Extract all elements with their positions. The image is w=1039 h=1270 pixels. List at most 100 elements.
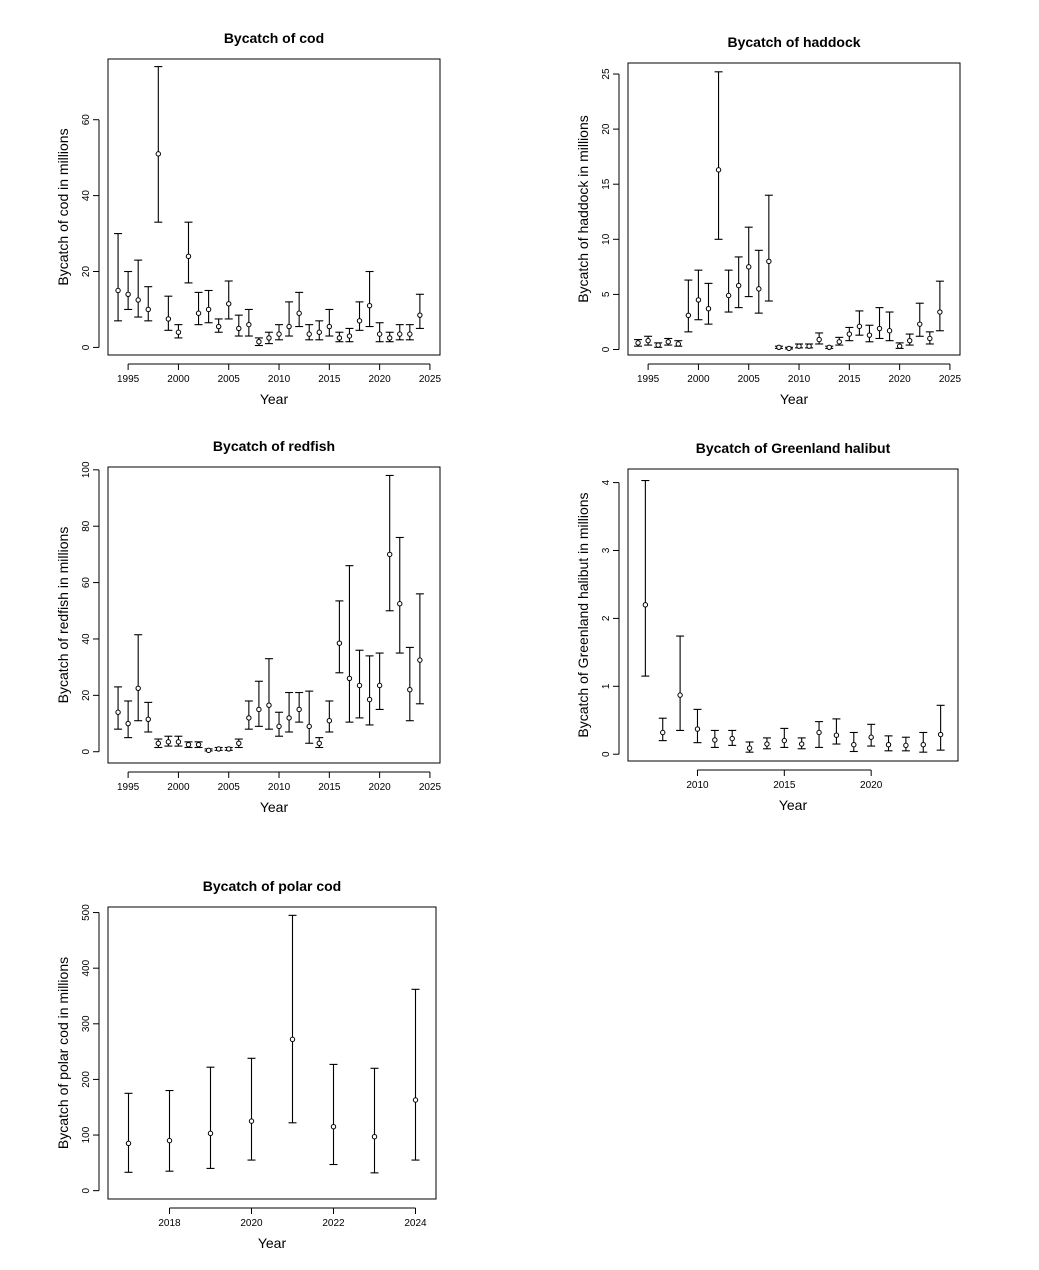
data-point bbox=[330, 1123, 337, 1130]
data-point bbox=[665, 339, 671, 345]
chart-title: Bycatch of polar cod bbox=[203, 878, 341, 894]
data-point bbox=[876, 325, 883, 332]
data-point bbox=[256, 339, 262, 345]
x-tick-label: 2010 bbox=[268, 374, 291, 385]
data-point bbox=[937, 309, 943, 315]
data-point bbox=[296, 706, 302, 713]
data-point bbox=[195, 741, 202, 748]
y-tick-label: 20 bbox=[81, 266, 92, 278]
data-point bbox=[856, 323, 863, 330]
plot-frame bbox=[627, 62, 961, 356]
data-point bbox=[376, 682, 383, 689]
x-axis-label: Year bbox=[780, 391, 809, 407]
data-point bbox=[226, 301, 232, 307]
data-point bbox=[776, 344, 782, 350]
x-tick-label: 2000 bbox=[167, 374, 190, 385]
x-tick-label: 2025 bbox=[939, 374, 962, 385]
y-tick-label: 0 bbox=[601, 751, 612, 757]
data-point bbox=[386, 551, 393, 558]
data-point bbox=[937, 731, 944, 738]
data-point bbox=[135, 685, 141, 691]
data-point bbox=[868, 734, 874, 740]
data-point bbox=[796, 343, 802, 349]
x-tick-label: 2022 bbox=[322, 1218, 345, 1229]
data-point bbox=[326, 718, 333, 724]
y-axis-label: Bycatch of cod in millions bbox=[55, 128, 71, 285]
chart-title: Bycatch of cod bbox=[224, 30, 324, 46]
data-point bbox=[155, 740, 162, 746]
y-tick-label: 5 bbox=[601, 291, 612, 297]
plot-frame bbox=[107, 906, 437, 1200]
data-point bbox=[816, 336, 822, 343]
y-tick-label: 20 bbox=[81, 689, 92, 701]
data-point bbox=[635, 340, 641, 346]
y-tick-label: 40 bbox=[81, 190, 92, 202]
data-point bbox=[756, 286, 762, 292]
x-tick-label: 2015 bbox=[773, 780, 796, 791]
y-axis-label: Bycatch of redfish in millions bbox=[55, 527, 71, 704]
x-tick-label: 2025 bbox=[419, 374, 442, 385]
y-tick-label: 200 bbox=[81, 1071, 92, 1088]
data-point bbox=[397, 331, 403, 337]
data-point bbox=[826, 344, 832, 350]
data-point bbox=[660, 729, 666, 736]
data-point bbox=[326, 323, 333, 330]
x-tick-label: 2015 bbox=[318, 782, 341, 793]
x-tick-label: 1995 bbox=[117, 782, 140, 793]
plot-frame bbox=[627, 468, 959, 762]
panel-polar-cod: Bycatch of polar cod 2018 2020 2022 2024 Year… bbox=[55, 878, 437, 1251]
x-tick-label: 2020 bbox=[369, 782, 392, 793]
data-point bbox=[276, 723, 282, 730]
x-tick-label: 1995 bbox=[637, 374, 660, 385]
data-point bbox=[166, 1137, 173, 1144]
data-point bbox=[125, 1140, 132, 1147]
data-point bbox=[766, 258, 772, 265]
y-tick-label: 15 bbox=[601, 178, 612, 190]
y-tick-label: 60 bbox=[81, 577, 92, 589]
data-point bbox=[712, 737, 718, 743]
data-point bbox=[655, 342, 661, 348]
data-point bbox=[906, 337, 913, 344]
data-point bbox=[806, 343, 812, 349]
y-tick-label: 0 bbox=[81, 749, 92, 755]
data-point bbox=[266, 702, 272, 708]
data-point bbox=[917, 321, 923, 327]
data-point bbox=[846, 331, 853, 337]
data-point bbox=[316, 740, 322, 746]
data-point bbox=[705, 306, 712, 312]
data-point bbox=[366, 696, 373, 703]
data-point bbox=[215, 323, 222, 330]
y-tick-label: 300 bbox=[81, 1015, 92, 1032]
y-tick-label: 60 bbox=[81, 114, 92, 126]
data-point bbox=[866, 332, 873, 338]
data-point bbox=[185, 253, 192, 260]
y-tick-label: 4 bbox=[601, 479, 612, 485]
x-tick-label: 2025 bbox=[419, 782, 442, 793]
data-point bbox=[417, 657, 423, 663]
y-tick-label: 10 bbox=[601, 233, 612, 245]
data-point bbox=[246, 321, 252, 328]
data-point bbox=[175, 329, 182, 335]
data-point bbox=[729, 735, 735, 742]
data-point bbox=[746, 264, 752, 270]
x-tick-label: 2020 bbox=[860, 780, 883, 791]
y-tick-label: 25 bbox=[601, 68, 612, 80]
data-point bbox=[927, 335, 933, 342]
y-tick-label: 0 bbox=[601, 346, 612, 352]
x-tick-label: 2015 bbox=[838, 374, 861, 385]
data-point bbox=[781, 737, 788, 744]
data-point bbox=[296, 310, 302, 316]
y-tick-label: 1 bbox=[601, 683, 612, 689]
panel-redfish: Bycatch of redfish 1995 2000 2005 2010 2015 20… bbox=[55, 438, 441, 815]
y-tick-label: 2 bbox=[601, 615, 612, 621]
x-axis-label: Year bbox=[779, 797, 808, 813]
x-tick-label: 2000 bbox=[167, 782, 190, 793]
data-point bbox=[195, 310, 202, 316]
data-point bbox=[851, 742, 857, 748]
plot-frame bbox=[107, 58, 441, 356]
data-point bbox=[246, 715, 252, 721]
data-point bbox=[286, 323, 292, 330]
data-point bbox=[903, 742, 909, 749]
y-tick-label: 40 bbox=[81, 633, 92, 645]
data-point bbox=[746, 745, 753, 751]
